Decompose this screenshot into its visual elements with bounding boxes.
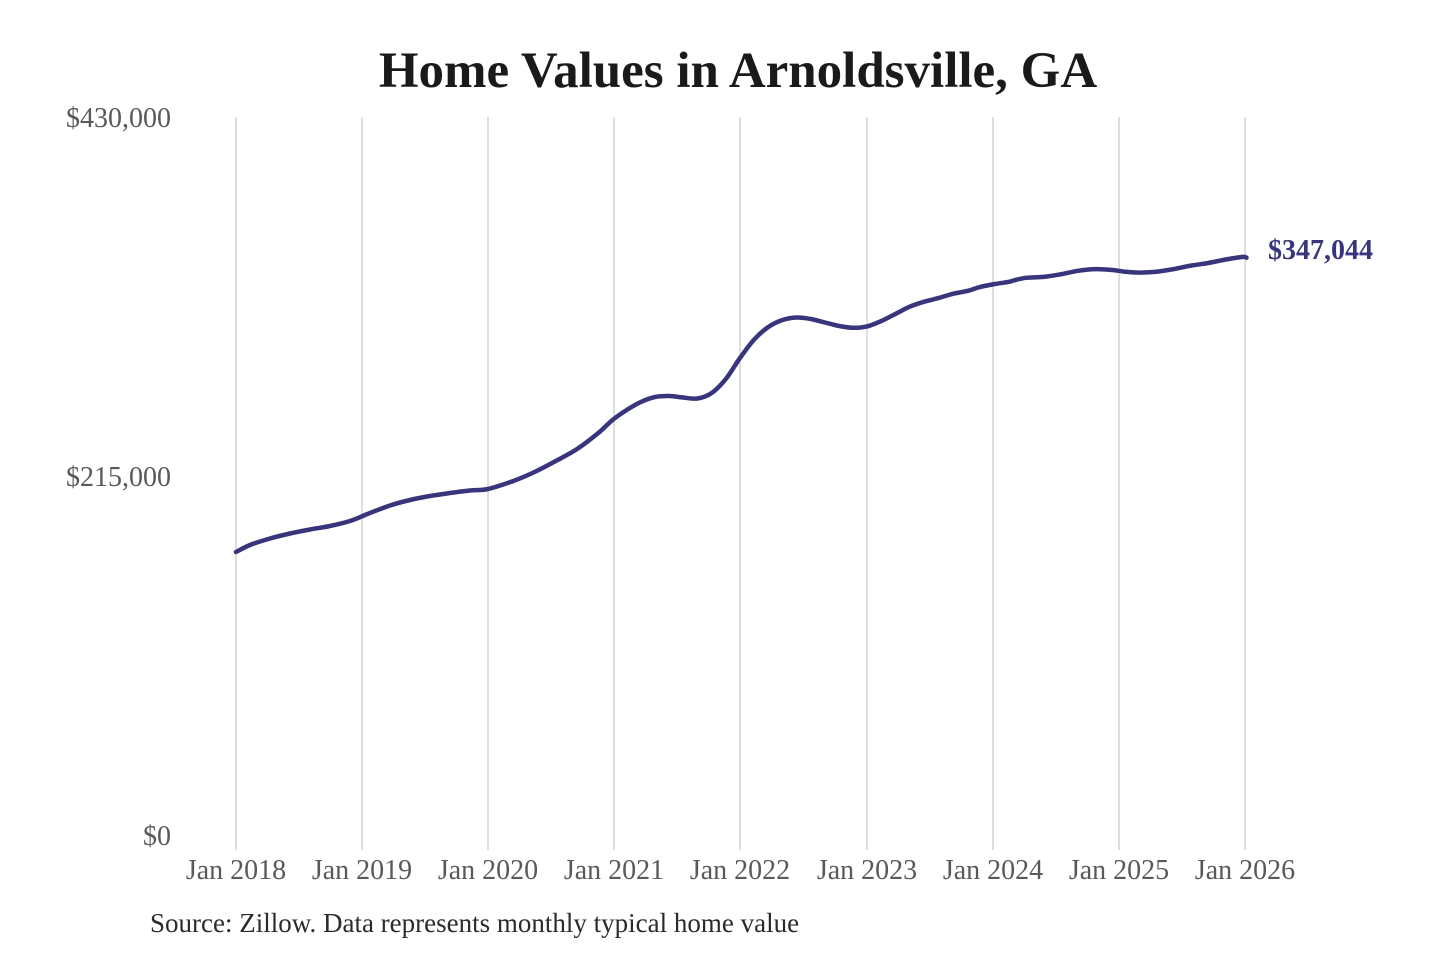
svg-text:Jan 2020: Jan 2020 (438, 855, 538, 886)
svg-text:Jan 2019: Jan 2019 (312, 855, 412, 886)
svg-text:Jan 2025: Jan 2025 (1069, 855, 1169, 886)
svg-text:$347,044: $347,044 (1268, 235, 1373, 266)
svg-text:$215,000: $215,000 (66, 462, 171, 493)
svg-text:Jan 2026: Jan 2026 (1195, 855, 1295, 886)
svg-text:Jan 2024: Jan 2024 (943, 855, 1043, 886)
svg-text:$0: $0 (143, 821, 171, 852)
svg-text:Jan 2022: Jan 2022 (690, 855, 790, 886)
svg-text:Jan 2018: Jan 2018 (186, 855, 286, 886)
svg-text:Jan 2023: Jan 2023 (817, 855, 917, 886)
svg-text:Jan 2021: Jan 2021 (564, 855, 664, 886)
svg-text:$430,000: $430,000 (66, 103, 171, 134)
